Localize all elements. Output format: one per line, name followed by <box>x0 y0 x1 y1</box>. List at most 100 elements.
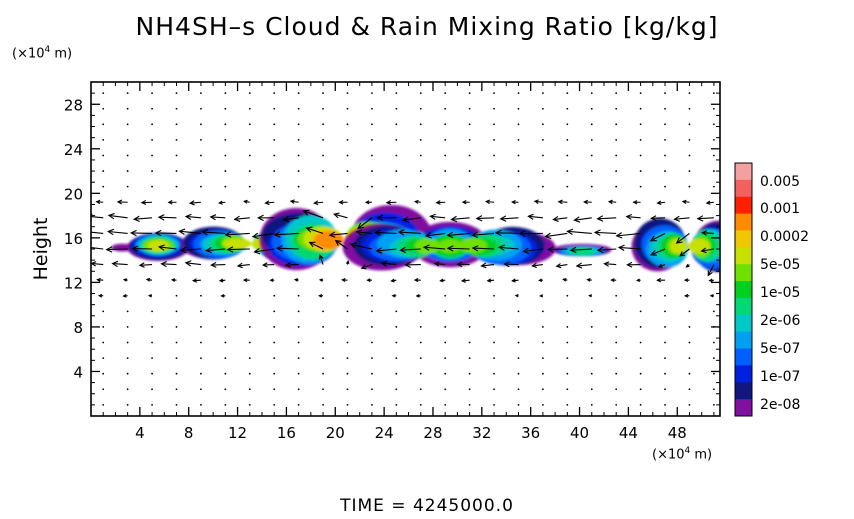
wind-dot <box>224 388 227 391</box>
wind-dot <box>371 170 373 172</box>
wind-arrow <box>159 246 177 250</box>
time-readout: TIME = 4245000.0 <box>340 496 514 516</box>
wind-arrow <box>254 248 275 253</box>
wind-dot <box>542 372 544 375</box>
wind-dot <box>444 138 447 141</box>
wind-arrowhead <box>236 262 243 269</box>
wind-dot <box>322 123 324 126</box>
wind-dot <box>688 326 691 328</box>
wind-dot <box>346 123 349 126</box>
wind-dot <box>542 123 544 126</box>
wind-arrowhead <box>364 200 370 205</box>
wind-dot <box>444 403 447 406</box>
wind-arrowhead <box>226 246 234 253</box>
wind-arrow <box>651 217 666 219</box>
wind-dot <box>395 388 398 391</box>
colorbar-label: 1e-07 <box>760 369 800 385</box>
wind-arrowhead <box>96 277 101 282</box>
wind-dot <box>615 372 618 375</box>
wind-dot <box>444 310 447 313</box>
wind-dot <box>273 294 276 297</box>
wind-dot <box>273 107 276 110</box>
wind-arrow <box>398 231 421 234</box>
wind-dot <box>322 138 324 141</box>
wind-dot <box>126 92 129 95</box>
colorbar-label: 0.005 <box>760 174 800 190</box>
wind-arrowhead <box>414 199 419 204</box>
wind-arrow <box>158 216 177 219</box>
wind-dot <box>102 92 105 95</box>
wind-dot <box>371 294 373 297</box>
cloud-contour <box>458 238 487 253</box>
wind-dot <box>297 92 300 95</box>
wind-arrowhead <box>498 244 505 251</box>
wind-dot <box>615 123 618 126</box>
wind-arrowhead <box>107 228 115 236</box>
wind-arrowhead <box>399 246 407 254</box>
wind-dot <box>248 107 251 110</box>
wind-dot <box>224 154 227 157</box>
wind-dot <box>102 107 105 110</box>
wind-dot <box>200 310 202 313</box>
wind-dot <box>493 92 495 95</box>
wind-arrowhead <box>116 199 123 205</box>
wind-dot <box>322 92 324 95</box>
wind-arrow <box>697 217 714 220</box>
colorbar-swatch <box>735 213 752 231</box>
wind-dot <box>468 123 471 126</box>
colorbar-swatch <box>735 365 752 383</box>
wind-arrow <box>674 217 690 220</box>
wind-arrowhead <box>373 229 381 236</box>
wind-dot <box>200 154 202 157</box>
x-tick-label: 16 <box>277 424 296 442</box>
wind-dot <box>175 170 178 172</box>
wind-arrow <box>290 200 299 203</box>
wind-dot <box>322 341 324 344</box>
wind-dot <box>395 92 398 95</box>
wind-arrowhead <box>131 245 139 252</box>
wind-dot <box>493 326 495 328</box>
wind-arrowhead <box>527 213 534 220</box>
wind-arrow <box>319 255 324 265</box>
wind-arrowhead <box>456 261 463 268</box>
wind-arrowhead <box>338 200 344 205</box>
wind-dot <box>346 170 349 172</box>
wind-arrowhead <box>422 244 430 251</box>
wind-dot <box>664 403 666 406</box>
wind-dot <box>419 372 422 375</box>
wind-dot <box>126 403 129 406</box>
wind-dot <box>126 357 129 360</box>
wind-dot <box>688 310 691 313</box>
y-tick-label: 8 <box>73 319 83 337</box>
wind-dot <box>151 326 153 328</box>
wind-dot <box>468 403 471 406</box>
wind-dot <box>102 310 105 313</box>
x-tick-label: 4 <box>135 424 145 442</box>
wind-dot <box>126 138 129 141</box>
wind-arrow <box>190 201 201 204</box>
wind-arrowhead <box>375 247 383 254</box>
wind-arrow <box>495 232 519 234</box>
wind-dot <box>590 123 593 126</box>
colorbar-swatch <box>735 196 752 214</box>
wind-dot <box>297 154 300 157</box>
wind-dot <box>712 372 715 375</box>
wind-dot <box>419 170 422 172</box>
wind-arrowhead <box>435 200 441 205</box>
wind-dot <box>493 341 495 344</box>
wind-dot <box>590 138 593 141</box>
cloud-region <box>127 232 190 261</box>
wind-arrow <box>334 213 348 219</box>
wind-dot <box>248 326 251 328</box>
wind-dot <box>224 403 227 406</box>
wind-dot <box>664 326 666 328</box>
wind-dot <box>590 185 593 188</box>
wind-arrowhead <box>366 278 371 283</box>
wind-dot <box>639 185 642 188</box>
wind-dot <box>639 326 642 328</box>
wind-arrow <box>185 262 201 266</box>
wind-arrow <box>309 241 324 250</box>
wind-arrowhead <box>586 278 591 282</box>
wind-dot <box>297 388 300 391</box>
wind-dot <box>419 185 422 188</box>
